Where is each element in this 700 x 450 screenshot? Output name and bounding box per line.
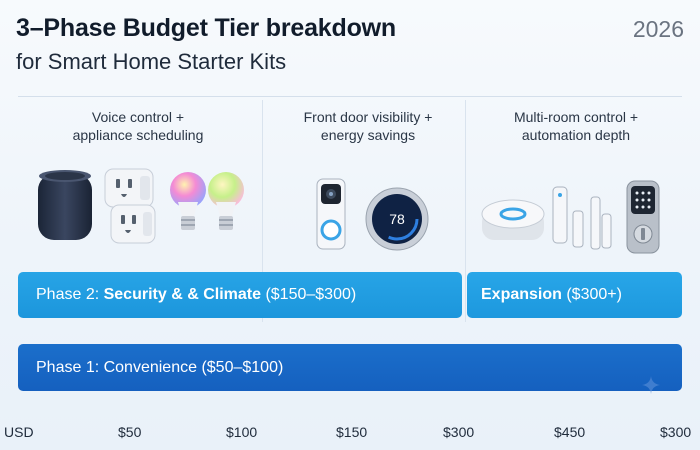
column-divider-1 xyxy=(262,100,263,322)
column-label-expansion: Multi-room control + automation depth xyxy=(476,108,676,144)
page-title: 3–Phase Budget Tier breakdown xyxy=(16,14,396,42)
year-label: 2026 xyxy=(632,16,684,42)
smart-plug-icon xyxy=(104,168,154,208)
column-label-line: automation depth xyxy=(521,127,631,143)
smart-bulb-icon xyxy=(208,172,244,230)
video-doorbell-icon xyxy=(316,178,346,250)
smart-speaker-icon xyxy=(38,170,92,240)
column-label-line: Voice control + xyxy=(91,109,185,125)
smart-bulb-icon xyxy=(170,172,206,230)
smart-plug-icon xyxy=(110,204,156,244)
door-sensor-icon xyxy=(572,210,584,248)
axis-tick: $300 xyxy=(443,424,475,440)
sparkle-icon xyxy=(642,376,660,394)
phase-1-label: Phase 1: Convenience ($50–$100) xyxy=(36,358,284,376)
phase-2-name: Security & & Climate xyxy=(103,286,261,303)
column-label-line: Multi-room control + xyxy=(513,109,639,125)
expansion-bar: Expansion ($300+) xyxy=(467,272,682,318)
phase-2-prefix: Phase 2: xyxy=(36,286,104,303)
expansion-range: ($300+) xyxy=(561,286,622,303)
smart-lock-icon xyxy=(626,180,660,254)
column-divider-2 xyxy=(465,100,466,322)
phase-2-bar: Phase 2: Security & & Climate ($150–$300… xyxy=(18,272,462,318)
phase-2-range: ($150–$300) xyxy=(261,286,357,303)
axis-tick: $100 xyxy=(226,424,258,440)
smart-thermostat-icon: 78 xyxy=(365,187,429,251)
door-sensor-icon xyxy=(552,186,568,244)
smart-hub-icon xyxy=(481,199,545,240)
axis-label-currency: USD xyxy=(4,424,34,440)
column-label-line: appliance scheduling xyxy=(72,127,204,143)
column-label-line: Front door visibility + xyxy=(303,109,433,125)
axis-tick: $50 xyxy=(118,424,142,440)
column-label-line: energy savings xyxy=(320,127,416,143)
top-divider xyxy=(18,96,682,97)
phase-1-bar: Phase 1: Convenience ($50–$100) xyxy=(18,344,682,391)
page-subtitle: for Smart Home Starter Kits xyxy=(16,49,287,74)
thermostat-display: 78 xyxy=(389,211,405,227)
column-label-convenience: Voice control + appliance scheduling xyxy=(38,108,238,144)
axis-tick: $300 xyxy=(660,424,692,440)
axis-tick: $450 xyxy=(554,424,586,440)
axis-tick: $150 xyxy=(336,424,368,440)
door-sensor-icon xyxy=(590,196,612,250)
column-label-security: Front door visibility + energy savings xyxy=(268,108,468,144)
expansion-name: Expansion xyxy=(481,286,562,303)
